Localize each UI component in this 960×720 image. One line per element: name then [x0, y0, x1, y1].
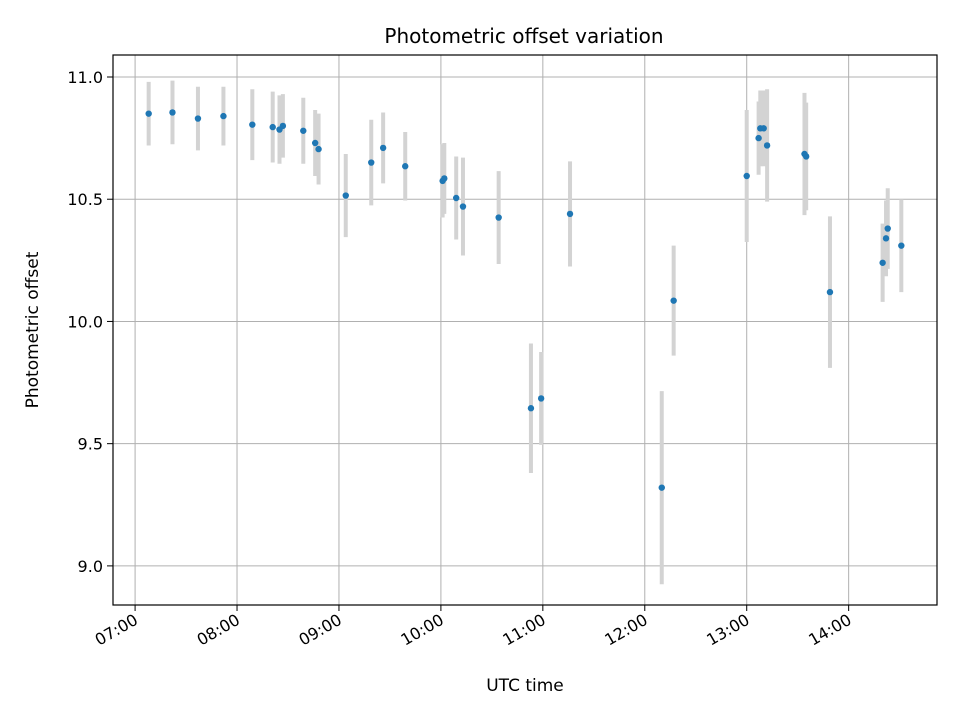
- data-point: [368, 159, 375, 166]
- x-tick-label: 11:00: [499, 610, 548, 650]
- x-tick-label: 10:00: [397, 610, 446, 650]
- data-point: [169, 109, 176, 116]
- x-tick-label: 14:00: [805, 610, 854, 650]
- x-axis-ticks: 07:00 08:00 09:00 10:00 11:00 12:00 13:00 14:00: [92, 605, 855, 650]
- y-tick-label: 11.0: [67, 68, 103, 87]
- data-point: [220, 112, 227, 120]
- y-tick-label: 9.0: [78, 557, 103, 576]
- y-axis-label: Photometric offset: [23, 251, 43, 408]
- data-point: [402, 163, 409, 170]
- data-point: [755, 134, 762, 142]
- y-tick-label: 9.5: [78, 435, 103, 454]
- grid: [113, 55, 937, 605]
- data-point: [342, 192, 349, 199]
- data-point: [279, 122, 287, 130]
- y-tick-label: 10.0: [67, 312, 103, 331]
- data-point: [884, 225, 891, 232]
- data-point: [249, 121, 256, 128]
- data-point: [459, 203, 467, 210]
- data-point: [300, 127, 307, 134]
- error-bars: [146, 80, 904, 585]
- data-point: [269, 123, 276, 131]
- data-point: [743, 172, 750, 180]
- data-point: [441, 175, 448, 182]
- data-point: [760, 125, 767, 132]
- plot-frame: [112, 54, 938, 606]
- x-tick-label: 13:00: [703, 610, 752, 650]
- data-point: [670, 297, 677, 304]
- data-point: [527, 405, 535, 412]
- data-point: [826, 288, 834, 296]
- data-point: [315, 145, 322, 153]
- data-point: [763, 142, 771, 149]
- x-tick-label: 12:00: [601, 610, 650, 650]
- data-point: [802, 153, 810, 160]
- data-point: [452, 194, 460, 202]
- data-point: [882, 235, 890, 242]
- data-point: [658, 484, 665, 491]
- y-tick-label: 10.5: [67, 190, 103, 209]
- data-point: [311, 139, 319, 147]
- data-point: [537, 395, 545, 402]
- y-axis-ticks: 9.0 9.5 10.0 10.5 11.0: [67, 68, 113, 576]
- data-point: [379, 144, 387, 152]
- data-point: [194, 115, 202, 122]
- x-tick-label: 09:00: [296, 610, 345, 650]
- x-tick-label: 08:00: [194, 610, 243, 650]
- data-points: [145, 109, 905, 491]
- data-point: [898, 242, 905, 249]
- data-point: [566, 210, 574, 218]
- chart-title: Photometric offset variation: [384, 24, 663, 48]
- x-tick-label: 07:00: [92, 610, 141, 650]
- data-point: [879, 259, 886, 266]
- data-point: [495, 214, 502, 221]
- data-point: [145, 110, 152, 117]
- x-axis-label: UTC time: [486, 676, 564, 696]
